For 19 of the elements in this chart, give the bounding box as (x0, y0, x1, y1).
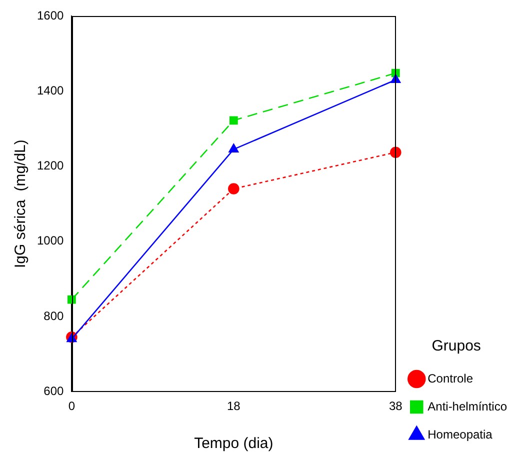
legend-label: Homeopatia (428, 427, 493, 442)
legend-label: Controle (428, 371, 474, 386)
x-tick-label: 38 (388, 399, 403, 414)
y-tick-label: 600 (44, 384, 64, 398)
x-tick-label: 18 (226, 399, 241, 414)
x-axis-title: Tempo (dia) (194, 435, 274, 452)
point (229, 116, 238, 125)
y-tick-label: 1400 (36, 83, 64, 98)
y-tick-label: 1000 (36, 234, 64, 248)
point (228, 144, 239, 152)
point (228, 183, 240, 194)
point (68, 295, 76, 304)
legend-label: Anti-helmíntico (428, 399, 508, 414)
y-axis-title: IgG sérica (mg/dL) (12, 140, 30, 268)
y-tick-label: 1200 (36, 158, 64, 173)
y-tick-label: 800 (44, 308, 64, 323)
y-tick-label: 1600 (36, 8, 64, 22)
legend-title: Grupos (432, 338, 481, 355)
x-tick-label: 0 (68, 399, 76, 414)
